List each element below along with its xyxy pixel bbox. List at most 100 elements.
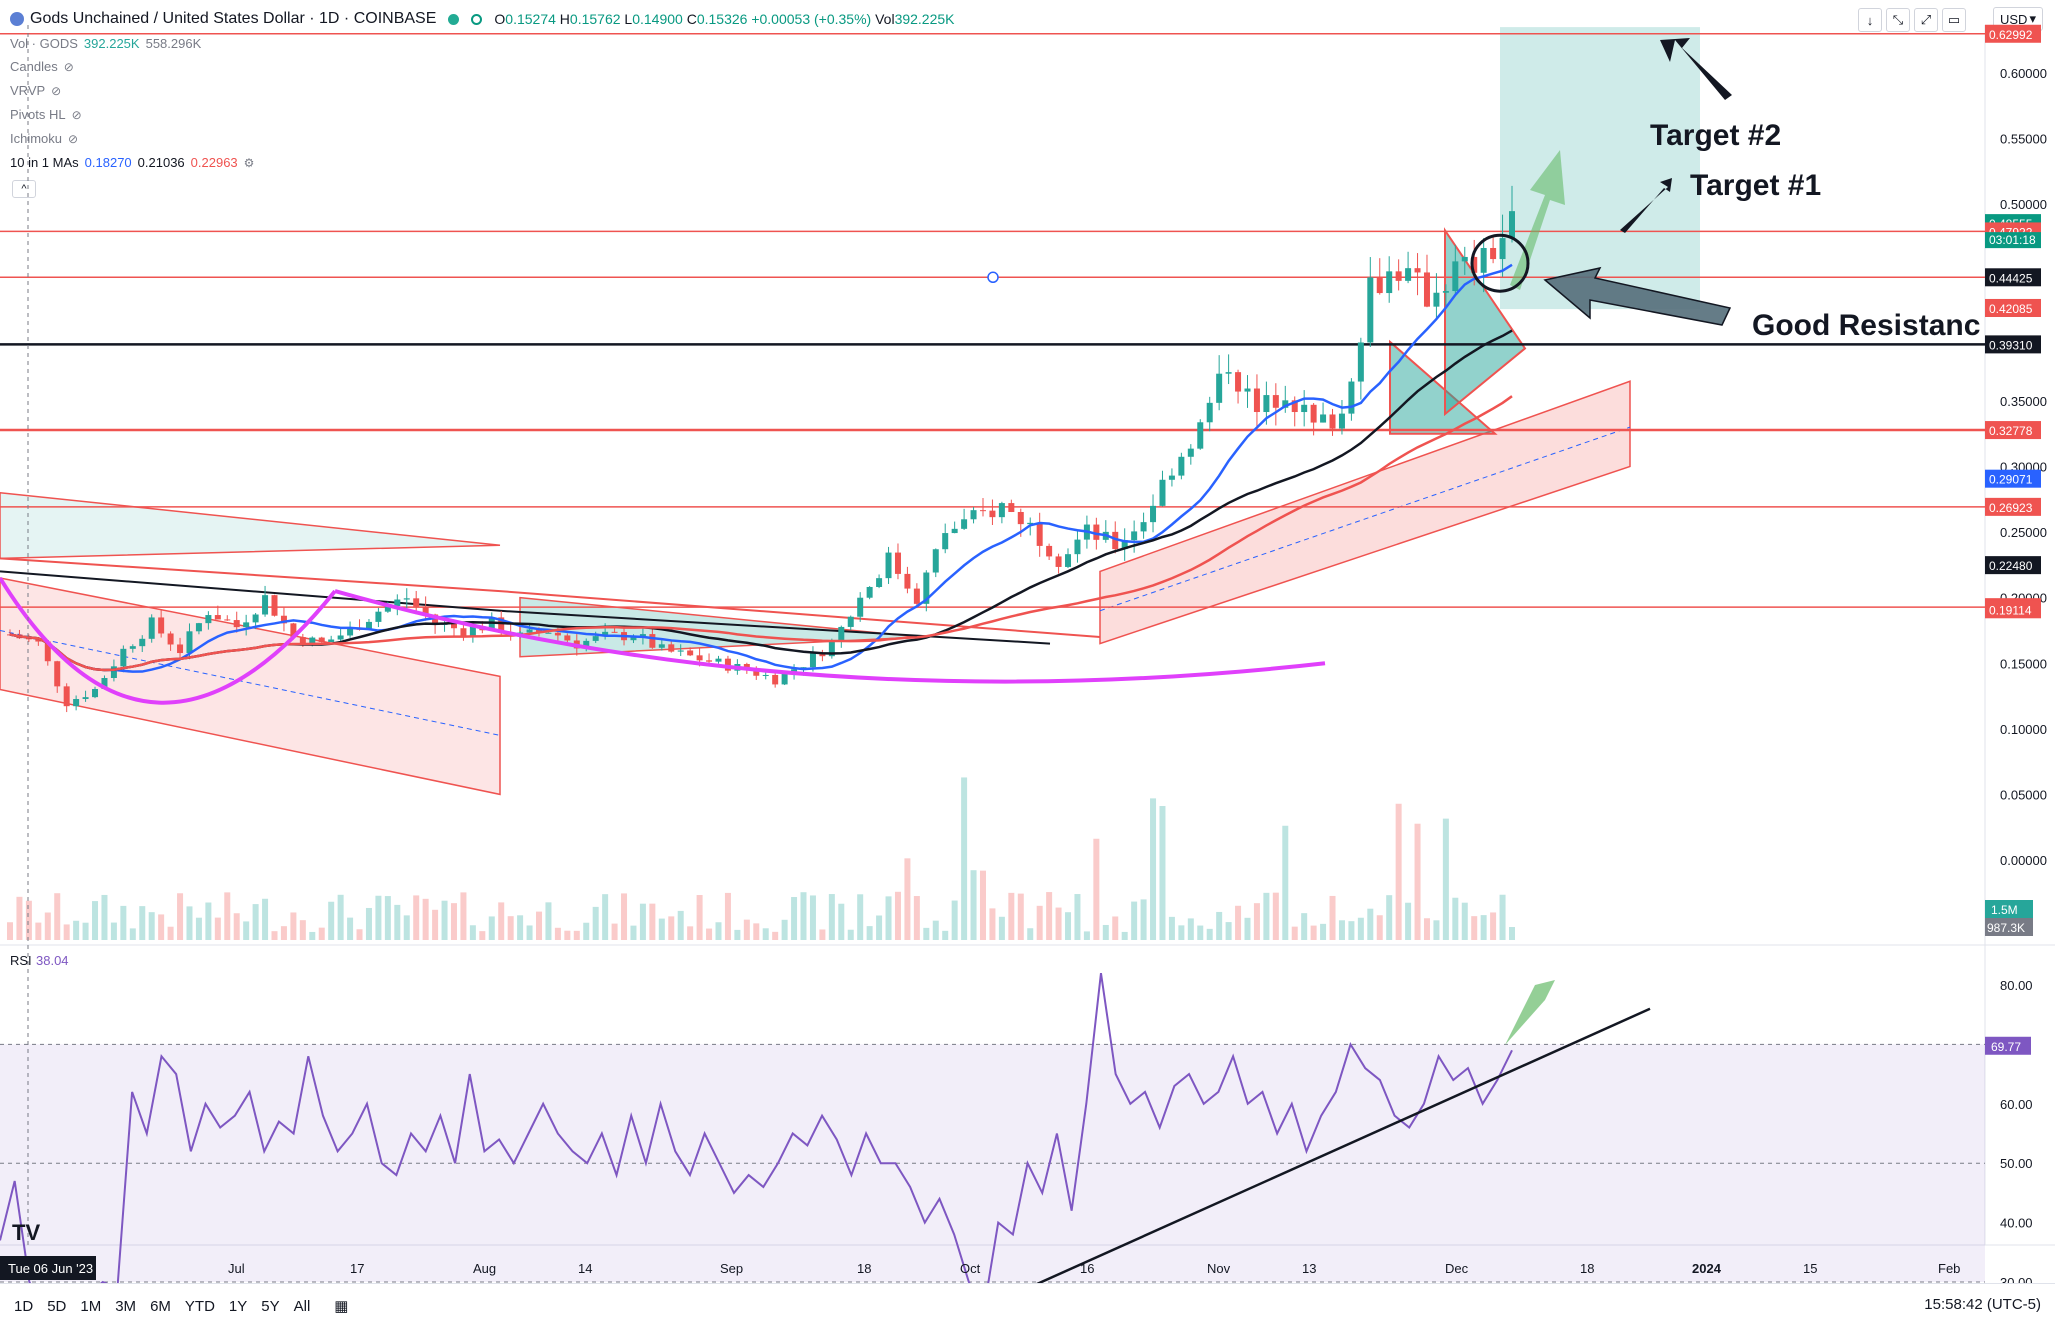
expand-icon[interactable]: ⤢: [1914, 8, 1938, 32]
hidden-eye-icon[interactable]: ⊘: [71, 107, 82, 122]
candle-body: [290, 623, 297, 638]
pivots-indicator[interactable]: Pivots HL ⊘: [10, 107, 82, 122]
candle-body: [63, 686, 70, 707]
collapse-legend-button[interactable]: ^: [12, 180, 36, 198]
candle-body: [375, 611, 382, 622]
candle-body: [838, 626, 845, 642]
candle-body: [998, 503, 1005, 518]
volume-bar: [942, 930, 949, 940]
scroll-down-icon[interactable]: ↓: [1858, 8, 1882, 32]
volume-bar: [602, 894, 609, 940]
ichimoku-indicator[interactable]: Ichimoku ⊘: [10, 131, 78, 146]
candle-body: [857, 597, 864, 617]
candle-body: [1055, 556, 1062, 567]
candle-body: [989, 510, 996, 518]
range-5y[interactable]: 5Y: [261, 1297, 280, 1315]
candle-body: [545, 632, 552, 634]
price-tick-label: 0.55000: [2000, 132, 2047, 147]
candle-body: [1282, 400, 1289, 408]
candle-body: [432, 614, 439, 625]
volume-bar: [1216, 911, 1223, 940]
candle-body: [1187, 448, 1194, 457]
candle-body: [611, 631, 618, 633]
candle-body: [498, 617, 505, 633]
candle-body: [1301, 404, 1308, 413]
rising-channel: [1099, 380, 1631, 645]
candle-body: [1140, 522, 1147, 532]
range-1d[interactable]: 1D: [14, 1297, 34, 1315]
consolidation-triangle: [519, 596, 921, 658]
candle-body: [1367, 277, 1374, 343]
candle-body: [186, 631, 193, 654]
candle-body: [979, 510, 986, 512]
hidden-eye-icon[interactable]: ⊘: [68, 131, 79, 146]
volume-bar: [290, 912, 297, 940]
chart-title[interactable]: Gods Unchained / United States Dollar · …: [30, 10, 437, 27]
price-label-box: [1985, 421, 2041, 440]
target2-label: Target #2: [1650, 119, 1781, 152]
candle-body: [932, 549, 939, 573]
price-label-box: [1985, 24, 2041, 43]
ma-value-1: 0.18270: [84, 155, 132, 170]
candle-body: [54, 661, 61, 687]
price-tick-label: 0.50000: [2000, 197, 2047, 212]
hidden-eye-icon[interactable]: ⊘: [63, 59, 74, 74]
volume-bar: [583, 922, 590, 940]
candle-body: [120, 648, 127, 667]
volume-bar: [961, 777, 968, 940]
candle-body: [271, 595, 278, 616]
volume-bar: [951, 900, 958, 940]
fit-icon[interactable]: ⤡: [1886, 8, 1910, 32]
candle-body: [1348, 381, 1355, 414]
candle-body: [1093, 524, 1100, 540]
ichimoku-label: Ichimoku: [10, 131, 63, 146]
candle-body: [942, 533, 949, 550]
volume-bar: [866, 926, 873, 940]
price-tick-label: 0.35000: [2000, 394, 2047, 409]
vol-ma-value: 558.296K: [145, 36, 202, 51]
candle-body: [25, 638, 32, 640]
candle-body: [866, 586, 873, 598]
volume-bar: [1027, 928, 1034, 940]
vol-indicator[interactable]: Vol · GODS 392.225K 558.296K: [10, 36, 201, 51]
volume-bar: [1282, 825, 1289, 940]
candle-body: [1480, 247, 1487, 273]
volume-bar: [1225, 922, 1232, 940]
candle-body: [1272, 395, 1279, 408]
range-1m[interactable]: 1M: [80, 1297, 102, 1315]
time-tick-label: 14: [578, 1261, 592, 1276]
candles-indicator[interactable]: Candles ⊘: [10, 59, 74, 74]
settings-icon[interactable]: ⚙: [243, 155, 255, 170]
low-value: 0.14900: [632, 11, 683, 27]
volume-label-text: 987.3K: [1987, 921, 2025, 935]
snapshot-icon[interactable]: ▭: [1942, 8, 1966, 32]
candle-body: [1471, 256, 1478, 273]
range-ytd[interactable]: YTD: [184, 1297, 215, 1315]
volume-bar: [498, 902, 505, 940]
volume-bar: [743, 919, 750, 940]
volume-bar: [989, 908, 996, 940]
low-label: L: [624, 11, 633, 27]
time-tick-label: Sep: [720, 1261, 743, 1276]
cup-base: [334, 589, 1326, 684]
volume-bar: [318, 927, 325, 940]
volume-bar: [1291, 926, 1298, 940]
range-all[interactable]: All: [293, 1297, 311, 1315]
ma-indicator[interactable]: 10 in 1 MAs 0.18270 0.21036 0.22963 ⚙: [10, 155, 254, 170]
desc-channel-midline: [0, 629, 501, 736]
crosshair-date-box: [0, 1256, 96, 1280]
range-6m[interactable]: 6M: [150, 1297, 171, 1315]
volume-bar: [781, 919, 788, 940]
calendar-icon[interactable]: ▦: [334, 1298, 349, 1315]
range-5d[interactable]: 5D: [47, 1297, 67, 1315]
rsi-label-text: 69.77: [1991, 1040, 2021, 1054]
price-chart[interactable]: Target #2 Target #1 Good Resistanc 0.60000 0…: [0, 0, 2055, 1283]
hidden-eye-icon[interactable]: ⊘: [51, 83, 62, 98]
range-3m[interactable]: 3M: [115, 1297, 137, 1315]
volume-bar: [1499, 894, 1506, 940]
range-1y[interactable]: 1Y: [228, 1297, 248, 1315]
candle-body: [970, 510, 977, 520]
close-value: 0.15326: [696, 11, 748, 27]
volume-bar: [1102, 924, 1109, 940]
candle-body: [262, 595, 269, 615]
